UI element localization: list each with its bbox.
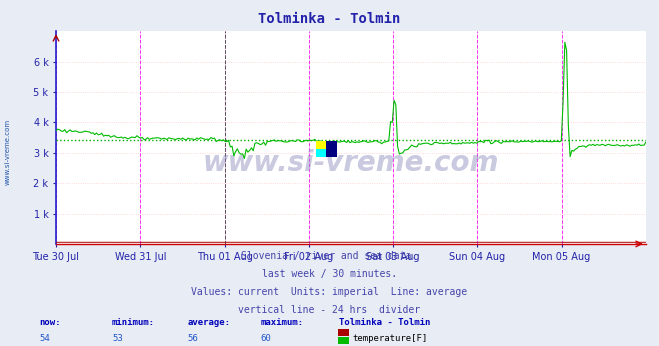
- Text: 56: 56: [188, 334, 198, 343]
- Text: Tolminka - Tolmin: Tolminka - Tolmin: [339, 318, 431, 327]
- Text: temperature[F]: temperature[F]: [353, 334, 428, 343]
- Text: Values: current  Units: imperial  Line: average: Values: current Units: imperial Line: av…: [191, 287, 468, 297]
- Text: now:: now:: [40, 318, 61, 327]
- Text: vertical line - 24 hrs  divider: vertical line - 24 hrs divider: [239, 305, 420, 315]
- Text: 54: 54: [40, 334, 50, 343]
- Text: average:: average:: [188, 318, 231, 327]
- Text: Tolminka - Tolmin: Tolminka - Tolmin: [258, 12, 401, 26]
- Text: last week / 30 minutes.: last week / 30 minutes.: [262, 269, 397, 279]
- Text: 60: 60: [260, 334, 271, 343]
- Bar: [326, 140, 337, 157]
- Text: www.si-vreme.com: www.si-vreme.com: [5, 119, 11, 185]
- Bar: [316, 149, 326, 157]
- Text: maximum:: maximum:: [260, 318, 303, 327]
- Bar: [316, 140, 326, 149]
- Text: minimum:: minimum:: [112, 318, 155, 327]
- Text: www.si-vreme.com: www.si-vreme.com: [203, 149, 499, 177]
- Text: 53: 53: [112, 334, 123, 343]
- Text: Slovenia / river and sea data.: Slovenia / river and sea data.: [241, 251, 418, 261]
